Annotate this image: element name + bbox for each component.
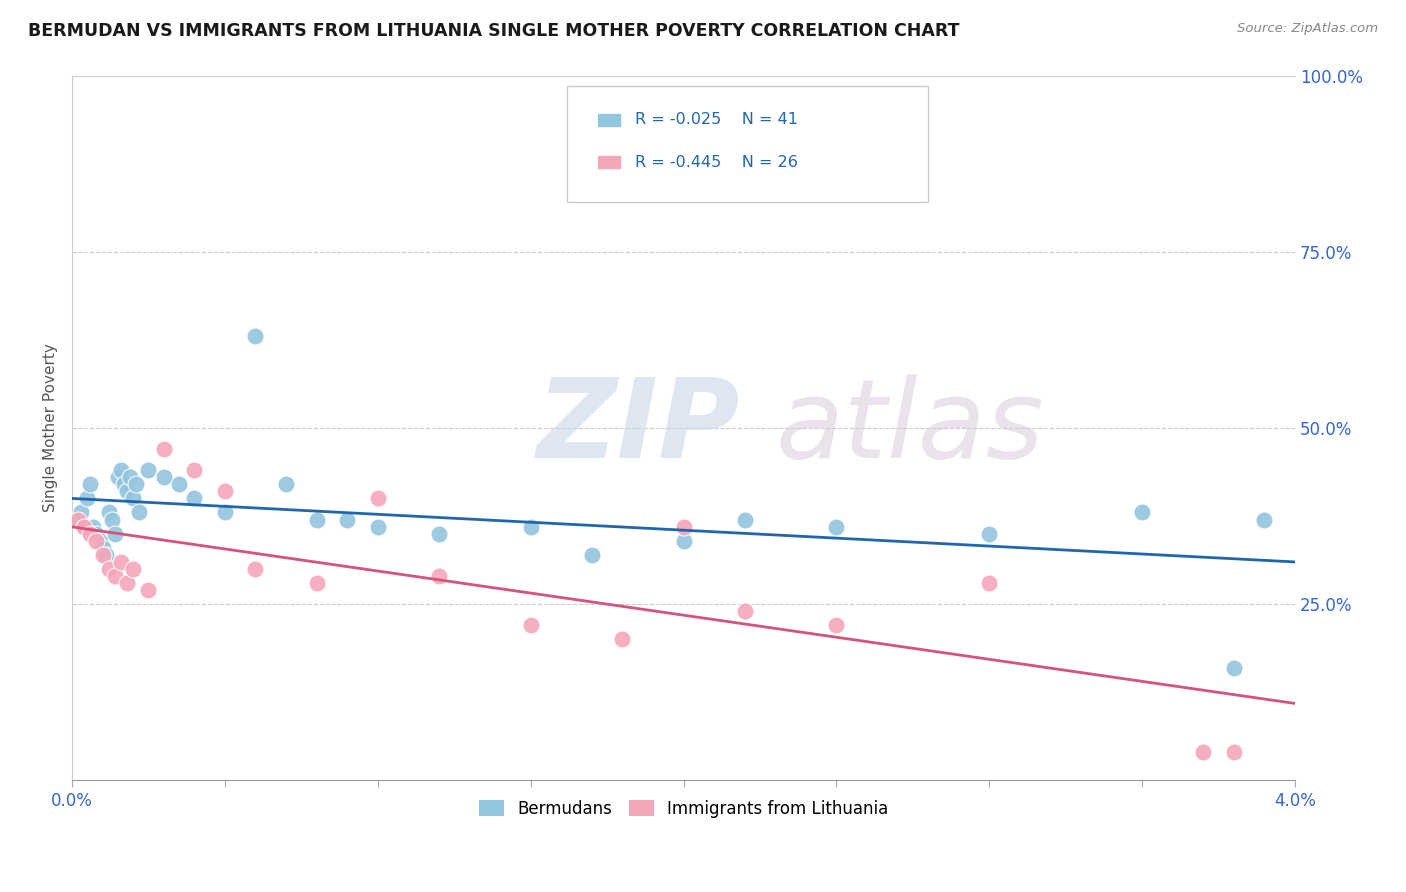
Point <box>152 442 174 456</box>
FancyBboxPatch shape <box>596 113 621 127</box>
Point <box>1130 506 1153 520</box>
Point <box>336 512 359 526</box>
Point <box>120 470 142 484</box>
Legend: Bermudans, Immigrants from Lithuania: Bermudans, Immigrants from Lithuania <box>472 794 894 825</box>
Point <box>1223 660 1246 674</box>
Point <box>245 562 267 576</box>
Point <box>100 512 122 526</box>
Point <box>305 512 328 526</box>
Point <box>672 533 695 548</box>
Point <box>76 491 98 506</box>
Point <box>79 526 101 541</box>
Point <box>734 604 756 618</box>
Text: atlas: atlas <box>775 375 1043 482</box>
Point <box>581 548 603 562</box>
Point <box>122 562 145 576</box>
Point <box>427 526 450 541</box>
Point <box>152 470 174 484</box>
Point <box>70 506 93 520</box>
Point <box>979 526 1001 541</box>
Point <box>97 506 120 520</box>
Point <box>82 519 104 533</box>
Point <box>367 491 389 506</box>
Point <box>94 548 117 562</box>
Point <box>110 463 132 477</box>
Point <box>519 519 541 533</box>
Text: BERMUDAN VS IMMIGRANTS FROM LITHUANIA SINGLE MOTHER POVERTY CORRELATION CHART: BERMUDAN VS IMMIGRANTS FROM LITHUANIA SI… <box>28 22 960 40</box>
Point <box>1253 512 1275 526</box>
Point <box>112 477 135 491</box>
Point <box>122 491 145 506</box>
Point <box>734 512 756 526</box>
Point <box>67 512 90 526</box>
Point <box>612 632 634 647</box>
Point <box>138 582 160 597</box>
Text: R = -0.445    N = 26: R = -0.445 N = 26 <box>634 154 797 169</box>
Y-axis label: Single Mother Poverty: Single Mother Poverty <box>44 343 58 512</box>
Point <box>73 519 96 533</box>
Text: Source: ZipAtlas.com: Source: ZipAtlas.com <box>1237 22 1378 36</box>
Point <box>91 541 114 555</box>
FancyBboxPatch shape <box>568 87 928 202</box>
Point <box>110 555 132 569</box>
Point <box>97 562 120 576</box>
Point <box>115 484 138 499</box>
Point <box>73 519 96 533</box>
Point <box>245 329 267 343</box>
Point <box>67 512 90 526</box>
Point <box>305 576 328 591</box>
Point <box>138 463 160 477</box>
Point <box>167 477 190 491</box>
Point <box>519 618 541 632</box>
FancyBboxPatch shape <box>596 155 621 169</box>
Point <box>79 477 101 491</box>
Point <box>104 526 127 541</box>
Point <box>115 576 138 591</box>
Point <box>979 576 1001 591</box>
Text: R = -0.025    N = 41: R = -0.025 N = 41 <box>634 112 797 128</box>
Point <box>1192 745 1215 759</box>
Point <box>104 569 127 583</box>
Point <box>91 548 114 562</box>
Point <box>214 506 236 520</box>
Point <box>367 519 389 533</box>
Point <box>125 477 148 491</box>
Text: ZIP: ZIP <box>537 375 740 482</box>
Point <box>183 491 205 506</box>
Point <box>274 477 297 491</box>
Point <box>825 618 848 632</box>
Point <box>825 519 848 533</box>
Point <box>128 506 150 520</box>
Point <box>86 533 108 548</box>
Point <box>1223 745 1246 759</box>
Point <box>89 533 111 548</box>
Point <box>107 470 129 484</box>
Point <box>86 526 108 541</box>
Point <box>214 484 236 499</box>
Point <box>427 569 450 583</box>
Point <box>672 519 695 533</box>
Point <box>183 463 205 477</box>
